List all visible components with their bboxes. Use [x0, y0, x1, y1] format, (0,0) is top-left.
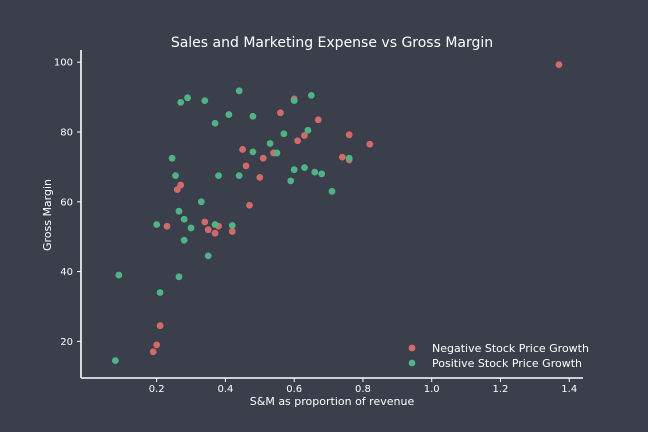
point-positive-growth [225, 111, 233, 118]
point-positive-growth [215, 172, 222, 180]
point-positive-growth [345, 154, 353, 162]
y-tick-label: 60 [60, 197, 73, 208]
point-negative-growth [201, 218, 209, 226]
point-positive-growth [180, 215, 188, 223]
point-positive-growth [211, 221, 219, 228]
point-positive-growth [175, 273, 183, 281]
point-negative-growth [153, 341, 161, 349]
x-tick-label: 0.6 [286, 384, 302, 395]
point-positive-growth [249, 148, 257, 156]
point-negative-growth [338, 153, 346, 161]
point-negative-growth [242, 162, 250, 170]
point-positive-growth [172, 172, 179, 180]
x-tick-label: 1.2 [493, 384, 509, 395]
point-positive-growth [153, 221, 161, 228]
point-positive-growth [307, 91, 315, 99]
point-positive-growth [156, 289, 164, 296]
legend-marker [408, 344, 416, 352]
legend-marker [408, 359, 416, 367]
point-negative-growth [301, 132, 308, 139]
point-positive-growth [287, 177, 295, 185]
point-positive-growth [187, 224, 195, 232]
x-axis-ticks: 0.2 0.4 0.6 0.8 1.0 1.2 1.4 [149, 378, 577, 395]
x-tick-label: 0.8 [355, 384, 371, 395]
x-tick-label: 0.4 [217, 384, 233, 395]
point-positive-growth [228, 222, 236, 229]
point-positive-growth [180, 236, 188, 244]
point-positive-growth [290, 166, 298, 174]
point-positive-growth [175, 207, 183, 215]
point-positive-growth [235, 172, 243, 180]
point-positive-growth [290, 97, 298, 104]
point-positive-growth [318, 170, 326, 178]
point-positive-growth [249, 112, 257, 120]
point-negative-growth [256, 173, 264, 181]
point-positive-growth [311, 168, 319, 176]
points-layer [111, 61, 563, 364]
point-negative-growth [277, 109, 284, 117]
point-negative-growth [314, 116, 322, 124]
point-negative-growth [366, 140, 374, 148]
x-tick-label: 1.4 [561, 384, 577, 395]
point-positive-growth [184, 94, 191, 102]
point-positive-growth [115, 271, 123, 279]
point-negative-growth [156, 322, 164, 330]
point-negative-growth [555, 61, 563, 69]
point-positive-growth [280, 130, 288, 138]
point-negative-growth [204, 226, 212, 234]
point-positive-growth [111, 357, 119, 364]
y-tick-label: 40 [60, 267, 73, 278]
x-axis-label: S&M as proportion of revenue [250, 395, 415, 408]
point-positive-growth [328, 187, 336, 195]
x-tick-label: 1.0 [424, 384, 440, 395]
point-positive-growth [204, 252, 212, 260]
y-tick-label: 100 [54, 58, 73, 69]
point-negative-growth [259, 154, 267, 162]
y-tick-label: 20 [60, 337, 73, 348]
point-positive-growth [201, 97, 209, 104]
point-positive-growth [266, 140, 274, 147]
point-positive-growth [211, 119, 219, 127]
y-axis-label: Gross Margin [41, 179, 54, 251]
point-negative-growth [345, 131, 353, 139]
chart-title: Sales and Marketing Expense vs Gross Mar… [171, 35, 493, 51]
x-tick-label: 0.2 [149, 384, 165, 395]
point-negative-growth [211, 229, 219, 237]
y-axis-ticks: 20 40 60 80 100 [54, 58, 81, 348]
point-positive-growth [273, 149, 281, 157]
point-negative-growth [163, 222, 171, 230]
point-positive-growth [168, 154, 176, 162]
point-positive-growth [235, 87, 243, 95]
point-negative-growth [228, 228, 236, 235]
point-negative-growth [149, 348, 157, 356]
point-negative-growth [177, 181, 185, 189]
point-negative-growth [294, 137, 302, 145]
legend-label: Positive Stock Price Growth [432, 357, 582, 370]
point-positive-growth [301, 164, 308, 171]
point-negative-growth [246, 201, 253, 209]
point-positive-growth [304, 126, 312, 134]
point-positive-growth [197, 198, 205, 206]
point-negative-growth [239, 146, 247, 153]
legend-label: Negative Stock Price Growth [432, 342, 589, 355]
chart-legend: Negative Stock Price Growth Positive Stoc… [408, 342, 589, 370]
y-tick-label: 80 [60, 128, 73, 139]
point-positive-growth [177, 98, 185, 106]
